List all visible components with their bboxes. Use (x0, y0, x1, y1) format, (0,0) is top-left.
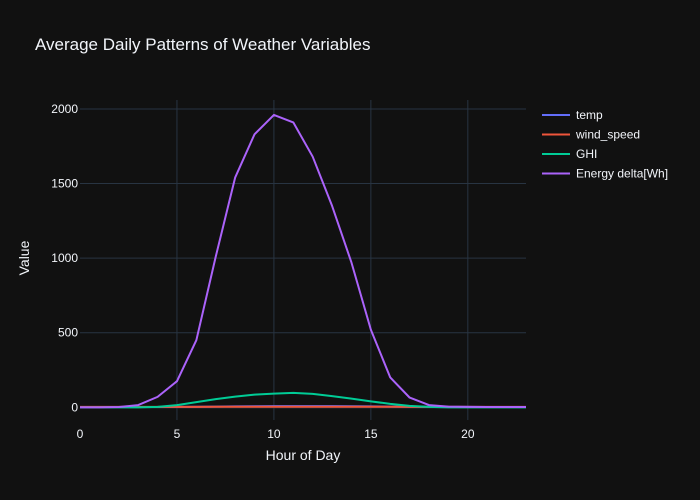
x-tick-label: 15 (364, 427, 378, 441)
y-tick-label: 500 (58, 326, 78, 340)
y-tick-label: 0 (71, 400, 78, 414)
y-tick-label: 1500 (51, 177, 78, 191)
y-tick-label: 2000 (51, 102, 78, 116)
tick-layer: 0 5 10 15 20 0 500 1000 1500 2000 (51, 102, 475, 441)
series-layer (80, 113, 526, 409)
y-tick-label: 1000 (51, 251, 78, 265)
x-tick-label: 10 (267, 427, 281, 441)
legend-item-wind-speed[interactable]: wind_speed (542, 128, 640, 142)
series-line-energy-delta-wh (80, 113, 526, 409)
x-tick-label: 5 (174, 427, 181, 441)
legend[interactable]: temp wind_speed GHI Energy delta[Wh] (542, 108, 668, 181)
legend-label: GHI (576, 147, 597, 161)
x-axis-title: Hour of Day (266, 447, 341, 463)
legend-item-energy-delta-wh[interactable]: Energy delta[Wh] (542, 167, 668, 181)
legend-item-temp[interactable]: temp (542, 108, 603, 122)
legend-label: wind_speed (575, 128, 640, 142)
x-tick-label: 20 (461, 427, 475, 441)
legend-label: Energy delta[Wh] (576, 167, 668, 181)
legend-label: temp (576, 108, 603, 122)
x-tick-label: 0 (77, 427, 84, 441)
legend-item-ghi[interactable]: GHI (542, 147, 597, 161)
y-axis-title: Value (16, 240, 32, 275)
chart-title: Average Daily Patterns of Weather Variab… (35, 35, 370, 54)
